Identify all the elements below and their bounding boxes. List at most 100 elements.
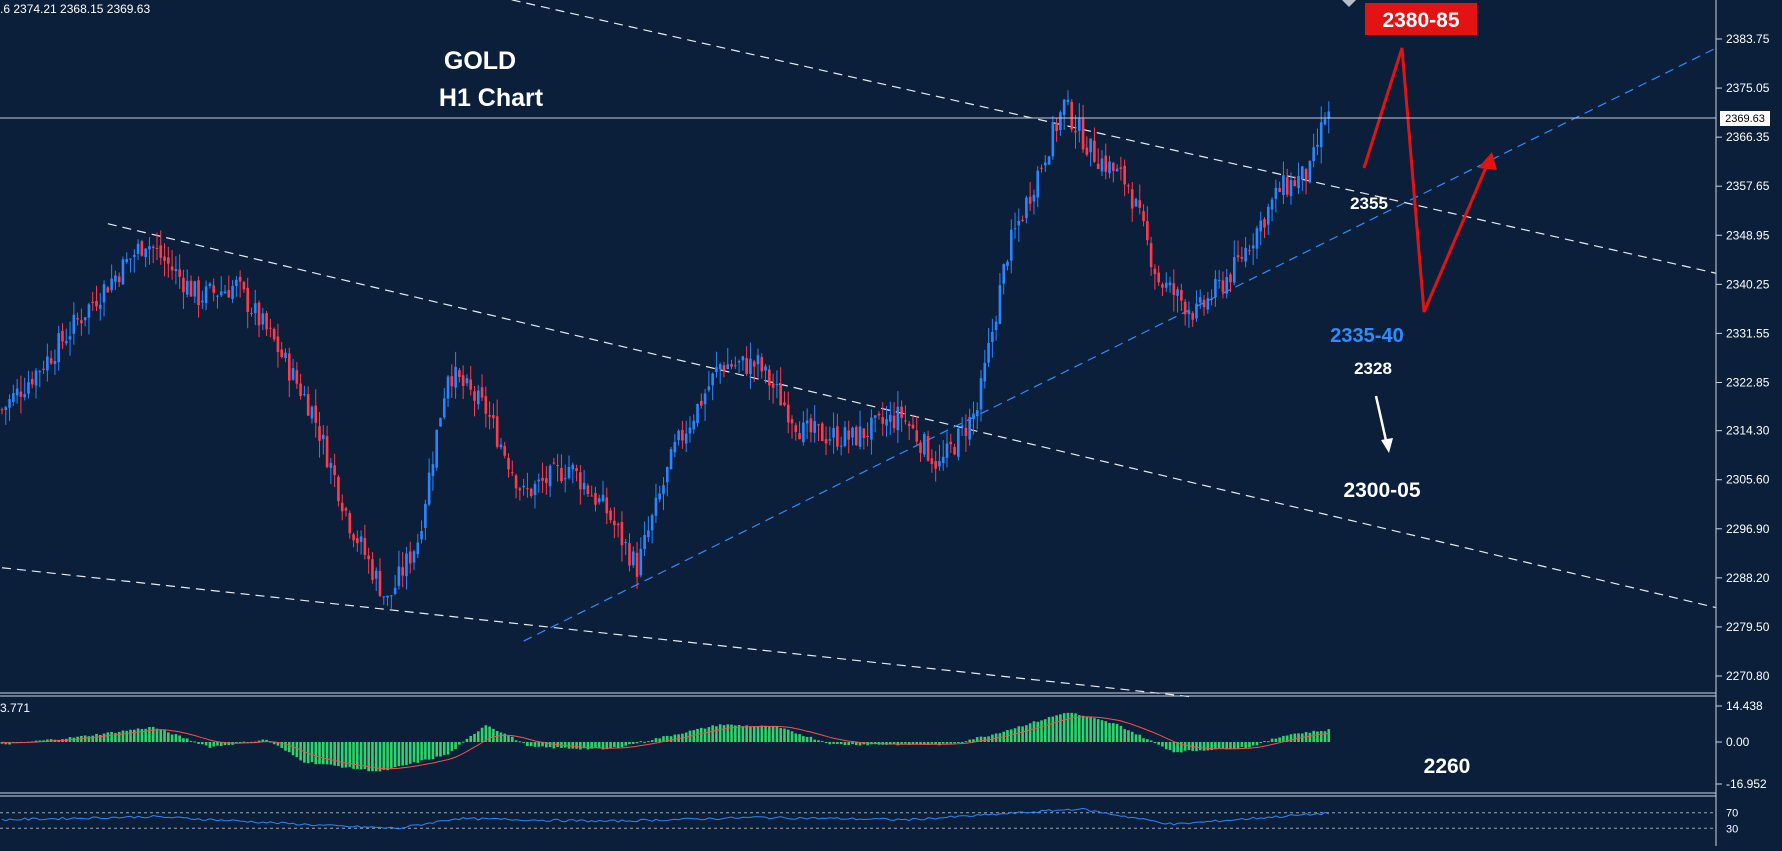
price-tick-label: 2314.30 [1726,424,1770,438]
candle-body [1006,261,1009,267]
candle-body [669,449,673,470]
macd-histogram-bar [163,730,166,742]
candle-body [1278,188,1281,192]
candle-body [499,444,503,448]
macd-histogram-bar [442,742,446,755]
candle-body [476,390,480,405]
macd-histogram-bar [454,742,457,750]
candle-body [851,427,854,438]
macd-histogram-bar [1289,734,1293,742]
macd-histogram-bar [469,735,473,742]
candle-body [15,388,19,396]
candle-body [1093,140,1096,162]
trendlines [1,0,1717,698]
macd-histogram-bar [295,742,299,758]
candle-body [42,368,45,370]
candle-body [1032,194,1036,202]
candle-body [1206,298,1210,310]
candle-body [1036,170,1040,198]
candle-body [333,465,336,476]
macd-histogram-bar [1327,729,1331,742]
candle-body [371,559,374,580]
macd-histogram-bar [431,742,435,760]
candle-body [1085,147,1089,155]
macd-histogram-bar [386,742,389,771]
candle-body [684,433,688,444]
candle-body [503,446,507,456]
candle-body [1229,274,1232,283]
macd-histogram-bar [892,742,896,745]
candle-body [650,515,654,531]
candle-body [382,596,386,598]
macd-histogram-bar [261,739,265,742]
candle-body [571,464,575,470]
candle-body [442,398,446,418]
candle-body [1123,165,1126,185]
candle-body [4,407,8,411]
macd-histogram-bar [155,728,159,742]
candle-body [1112,162,1115,171]
candle-body [306,394,310,416]
candle-body [809,418,813,433]
candle-body [752,361,756,367]
candle-body [1255,228,1259,249]
macd-histogram-bar [458,742,461,745]
candle-body [185,280,189,295]
candle-body [511,472,514,474]
macd-histogram-bar [616,742,620,748]
downside-arrow [1374,395,1389,446]
candle-body [1217,279,1221,281]
candle-body [299,383,302,397]
candle-body [696,403,699,424]
shift-marker-icon [1342,0,1356,7]
candle-body [783,402,786,406]
macd-histogram-bar [284,742,287,751]
candle-body [356,538,359,544]
macd-histogram-bar [1282,735,1285,742]
candle-body [1327,111,1331,119]
macd-histogram-bar [597,742,601,749]
price-tick-label: 2288.20 [1726,571,1770,585]
candle-body [639,548,643,576]
macd-histogram-bar [1017,726,1021,742]
macd-histogram-bar [393,742,397,768]
candle-body [1089,138,1092,153]
candle-body [431,464,435,476]
candle-body [412,551,416,563]
macd-histogram-bar [726,724,730,742]
candle-body [1138,200,1142,208]
candle-body [1108,161,1111,174]
macd-histogram-bar [408,742,412,764]
price-tick-label: 2375.05 [1726,81,1770,95]
candle-body [915,430,919,442]
candle-body [919,442,922,454]
candle-body [979,378,983,410]
macd-histogram-bar [208,742,212,748]
candle-body [1157,272,1160,283]
candle-body [242,282,246,290]
macd-histogram-bar [1040,720,1043,742]
macd-histogram-bar [511,736,514,742]
candle-body [718,364,722,370]
candle-body [628,543,631,566]
macd-histogram-bar [730,724,733,742]
price-axis: 2383.75 2375.05 2366.35 2357.65 2348.95 2340.… [1716,32,1770,683]
macd-histogram-bar [359,742,363,770]
candle-body [1168,282,1172,286]
macd-histogram-bar [0,742,4,744]
candle-body [681,430,684,441]
macd-histogram-bar [390,742,393,769]
price-tick-label: 2279.50 [1726,620,1770,634]
macd-histogram-bar [223,742,227,746]
candle-body [291,367,295,380]
macd-readout: 3.771 [0,701,30,715]
price-tick-label: 2366.35 [1726,130,1770,144]
candle-body [945,443,949,458]
candle-body [1232,257,1236,283]
candle-body [957,428,960,457]
candle-body [114,275,117,282]
macd-histogram-bar [594,742,597,749]
candle-body [560,467,563,482]
macd-histogram-bar [167,732,170,742]
macd-histogram-bar [340,742,344,768]
